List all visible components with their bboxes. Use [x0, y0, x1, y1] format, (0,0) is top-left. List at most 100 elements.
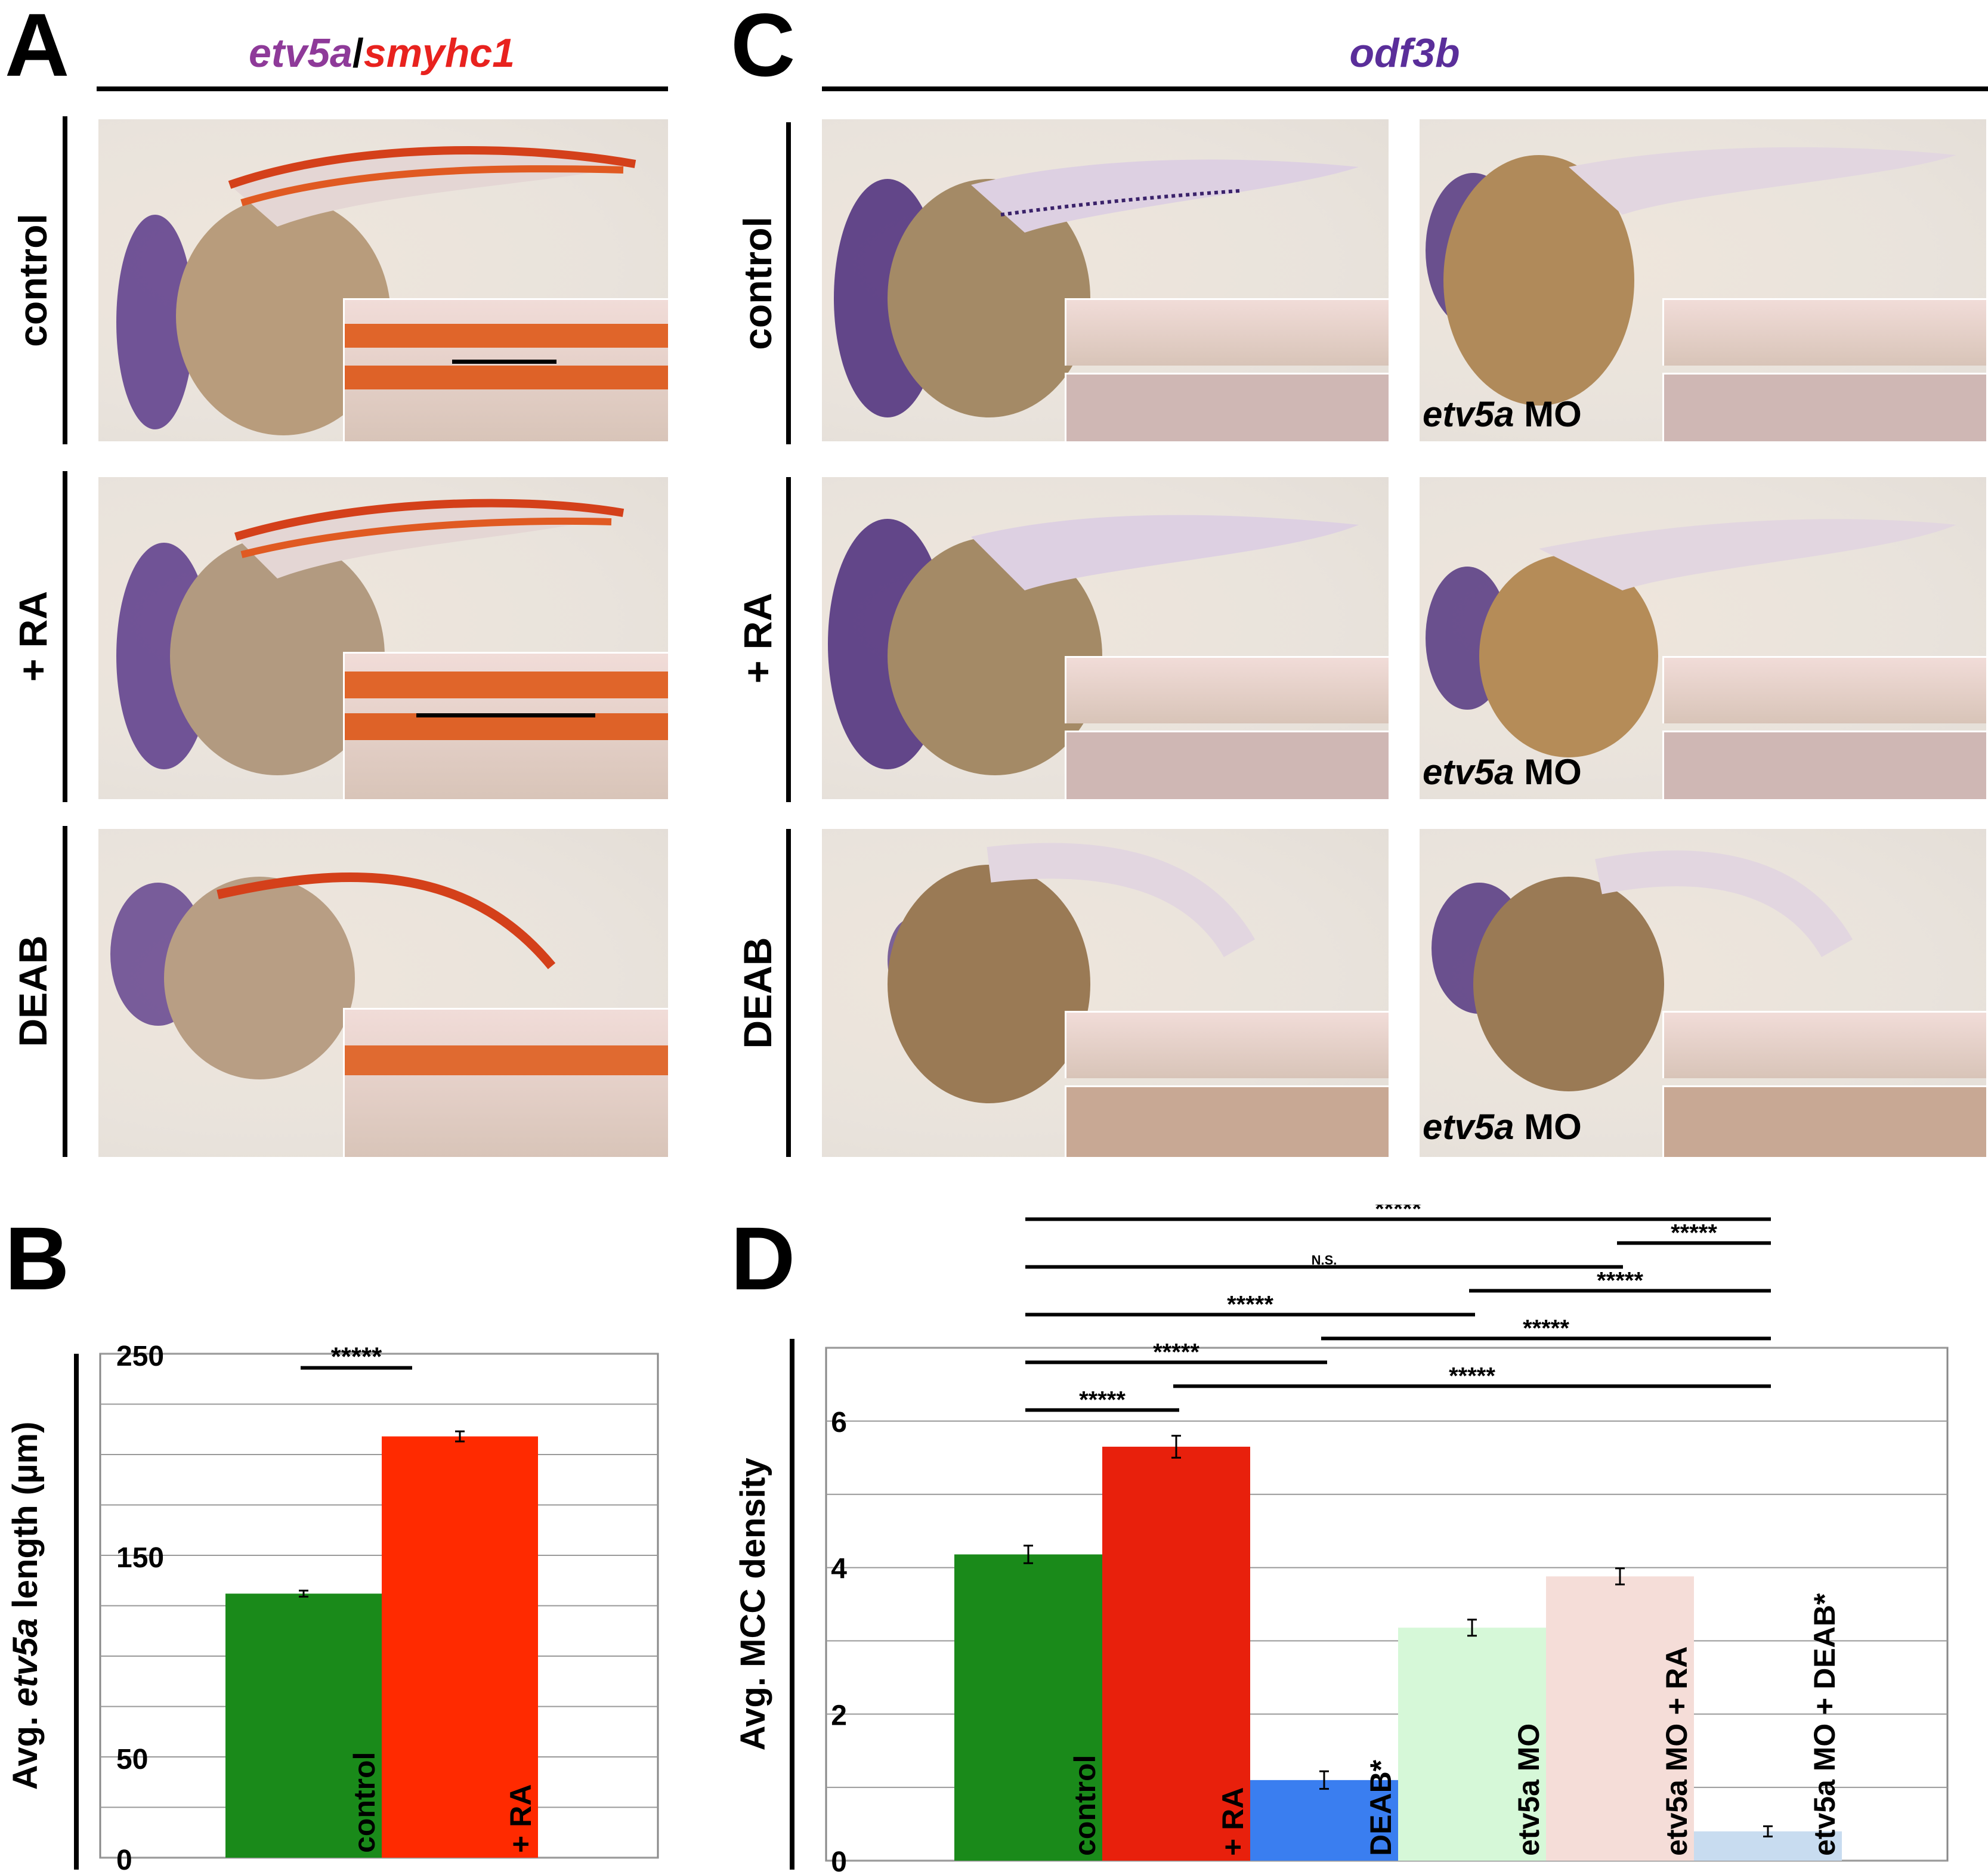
- embryo-photo-a-control: [98, 119, 668, 441]
- category-label: + RA: [504, 1784, 537, 1853]
- embryo-illustration: [1432, 850, 1853, 1091]
- y-tick-label: 0: [116, 1845, 132, 1872]
- category-label: DEAB*: [1364, 1759, 1398, 1856]
- inset-c-deab-mo-dorsal: [1662, 1085, 1986, 1157]
- scale-bar: [416, 713, 595, 717]
- embryo-photo-c-deab: [822, 829, 1389, 1157]
- panel-c-row-label-ra: + RA: [735, 592, 780, 684]
- embryo-photo-c-ra: [822, 477, 1389, 799]
- y-tick-label: 6: [831, 1407, 847, 1438]
- mo-label-suffix: MO: [1514, 1107, 1582, 1147]
- y-axis-label-pre: Avg.: [6, 1707, 45, 1790]
- mo-label-gene: etv5a: [1423, 394, 1514, 434]
- category-label: etv5a MO + DEAB*: [1808, 1593, 1841, 1856]
- embryo-photo-a-deab: [98, 829, 668, 1157]
- inset-c-control-mo-lateral: [1662, 298, 1986, 366]
- embryo-illustration: [116, 146, 636, 435]
- panel-c-row1-bracket: [786, 122, 791, 444]
- y-axis-label: Avg. etv5a length (µm): [6, 1422, 45, 1790]
- panel-a-title-gene1: etv5a: [248, 30, 353, 76]
- bar-control: [225, 1593, 382, 1858]
- panel-a-row3-bracket: [63, 826, 67, 1157]
- inset-c-deab-dorsal: [1065, 1085, 1389, 1157]
- panel-c-title: odf3b: [1349, 30, 1460, 76]
- significance-label: *****: [1079, 1387, 1126, 1413]
- panel-a-row2-bracket: [63, 471, 67, 802]
- mo-label-suffix: MO: [1514, 394, 1582, 434]
- significance-label: *****: [1597, 1267, 1643, 1294]
- panel-c-row-label-deab: DEAB: [735, 937, 780, 1049]
- mo-label: etv5a MO: [1423, 751, 1582, 793]
- y-tick-label: 4: [831, 1554, 847, 1585]
- embryo-photo-a-ra: [98, 477, 668, 799]
- panel-a-row-label-deab: DEAB: [11, 935, 55, 1047]
- bar--ra: [1102, 1446, 1250, 1861]
- y-tick-label: 2: [831, 1700, 847, 1731]
- panel-a-row-label-control: control: [11, 213, 55, 347]
- category-label: etv5a MO + RA: [1660, 1646, 1693, 1856]
- y-axis-label: Avg. MCC density: [734, 1458, 772, 1751]
- embryo-illustration: [1426, 147, 1956, 406]
- panel-a-title-sep: /: [352, 30, 364, 76]
- panel-letter-b: B: [5, 1208, 70, 1308]
- panel-c-row-label-control: control: [735, 216, 780, 350]
- inset-c-control-lateral: [1065, 298, 1389, 366]
- significance-label: *****: [331, 1342, 382, 1372]
- embryo-photo-c-ra-mo: etv5a MO: [1420, 477, 1986, 799]
- mo-label-gene: etv5a: [1423, 752, 1514, 792]
- embryo-photo-c-control-mo: etv5a MO: [1420, 119, 1986, 441]
- inset-c-ra-dorsal: [1065, 731, 1389, 799]
- panel-letter-a: A: [5, 0, 70, 95]
- embryo-illustration: [110, 872, 556, 1079]
- embryo-photo-c-control: [822, 119, 1389, 441]
- mo-label-suffix: MO: [1514, 752, 1582, 792]
- y-tick-label: 150: [116, 1542, 164, 1574]
- inset-c-ra-lateral: [1065, 656, 1389, 723]
- inset-c-ra-mo-lateral: [1662, 656, 1986, 723]
- panel-letter-c: C: [731, 0, 796, 95]
- significance-label: *****: [1227, 1291, 1273, 1317]
- chart-b: 0 50 150 250 Avg. etv5a length (µm) control + …: [6, 1341, 659, 1872]
- significance-label: N.S.: [1312, 1252, 1337, 1267]
- embryo-illustration: [828, 515, 1359, 775]
- panel-a-title-rule: [97, 86, 668, 91]
- category-label: etv5a MO: [1512, 1724, 1545, 1856]
- inset-c-ra-mo-dorsal: [1662, 731, 1986, 799]
- panel-c-title-rule: [822, 86, 1988, 91]
- y-tick-label: 0: [831, 1846, 847, 1872]
- y-tick-label: 50: [116, 1744, 148, 1775]
- panel-a-title-gene2: smyhc1: [363, 30, 515, 76]
- inset-a-ra: [343, 652, 668, 799]
- panel-a-title: etv5a/smyhc1: [95, 30, 668, 76]
- panel-a-row1-bracket: [63, 116, 67, 444]
- inset-a-control: [343, 298, 668, 441]
- mo-label-gene: etv5a: [1423, 1107, 1514, 1147]
- mo-label: etv5a MO: [1423, 394, 1582, 435]
- bar--ra: [382, 1436, 538, 1858]
- inset-c-deab-lateral: [1065, 1011, 1389, 1078]
- bar-etv5a-mo: [1398, 1627, 1546, 1861]
- panel-c-row2-bracket: [786, 477, 791, 802]
- y-tick-label: 250: [116, 1341, 164, 1372]
- embryo-photo-c-deab-mo: etv5a MO: [1420, 829, 1986, 1157]
- bar-deab-: [1250, 1780, 1398, 1861]
- embryo-illustration: [116, 499, 624, 775]
- scale-bar: [452, 360, 556, 364]
- category-label: control: [348, 1752, 381, 1853]
- significance-label: *****: [1449, 1363, 1495, 1389]
- significance-label: *****: [1153, 1339, 1199, 1365]
- panel-letter-d: D: [731, 1208, 796, 1308]
- inset-c-deab-mo-lateral: [1662, 1011, 1986, 1078]
- inset-a-deab: [343, 1008, 668, 1157]
- panel-a-row-label-ra: + RA: [11, 590, 55, 682]
- significance-label: *****: [1671, 1220, 1717, 1246]
- inset-c-control-dorsal: [1065, 373, 1389, 441]
- embryo-illustration: [888, 843, 1256, 1103]
- bar-etv5a-mo-ra: [1546, 1576, 1694, 1861]
- chart-d: 0 2 4 6 Avg. MCC density control + RA DEAB* etv5…: [734, 1205, 1949, 1872]
- category-label: + RA: [1216, 1787, 1250, 1856]
- panel-c-row3-bracket: [786, 829, 791, 1157]
- significance-label: *****: [1375, 1205, 1421, 1222]
- y-axis-label-post: length (µm): [6, 1422, 45, 1619]
- bar-control: [954, 1554, 1102, 1861]
